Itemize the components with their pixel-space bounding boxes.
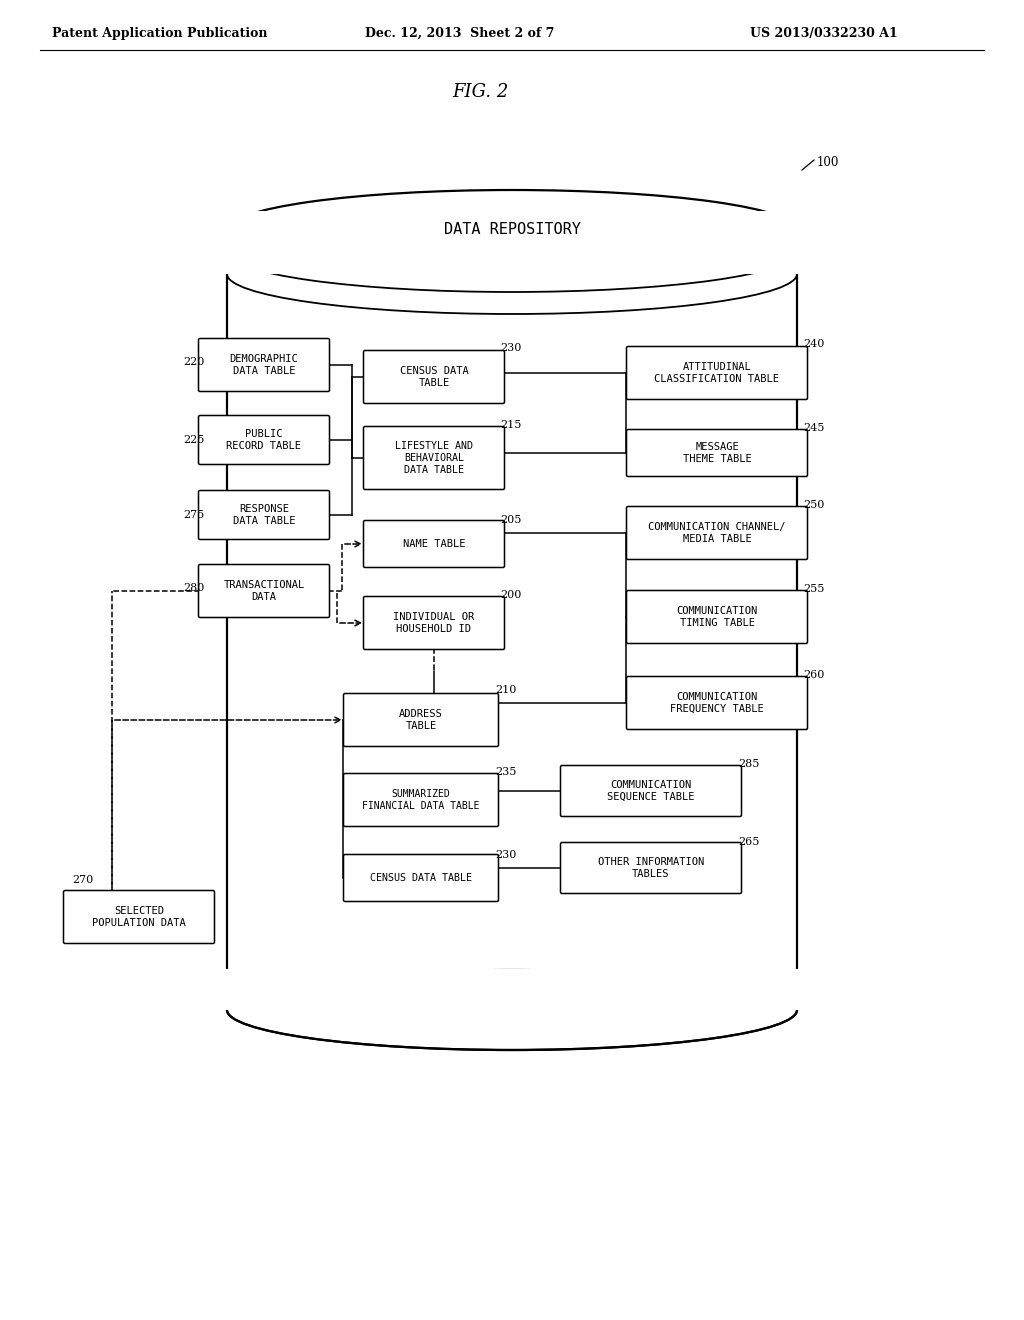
Text: DEMOGRAPHIC
DATA TABLE: DEMOGRAPHIC DATA TABLE bbox=[229, 354, 298, 376]
FancyBboxPatch shape bbox=[364, 597, 505, 649]
Text: Dec. 12, 2013  Sheet 2 of 7: Dec. 12, 2013 Sheet 2 of 7 bbox=[365, 26, 554, 40]
Text: COMMUNICATION
FREQUENCY TABLE: COMMUNICATION FREQUENCY TABLE bbox=[670, 692, 764, 714]
FancyBboxPatch shape bbox=[199, 565, 330, 618]
Text: SUMMARIZED
FINANCIAL DATA TABLE: SUMMARIZED FINANCIAL DATA TABLE bbox=[362, 789, 480, 810]
Text: 200: 200 bbox=[500, 590, 521, 601]
Text: COMMUNICATION CHANNEL/
MEDIA TABLE: COMMUNICATION CHANNEL/ MEDIA TABLE bbox=[648, 523, 785, 544]
Text: ATTITUDINAL
CLASSIFICATION TABLE: ATTITUDINAL CLASSIFICATION TABLE bbox=[654, 362, 779, 384]
Text: 260: 260 bbox=[803, 671, 824, 680]
FancyBboxPatch shape bbox=[343, 854, 499, 902]
Text: 205: 205 bbox=[500, 515, 521, 525]
Text: COMMUNICATION
SEQUENCE TABLE: COMMUNICATION SEQUENCE TABLE bbox=[607, 780, 694, 801]
Text: ADDRESS
TABLE: ADDRESS TABLE bbox=[399, 709, 442, 731]
FancyBboxPatch shape bbox=[627, 346, 808, 400]
Text: CENSUS DATA TABLE: CENSUS DATA TABLE bbox=[370, 873, 472, 883]
Text: INDIVIDUAL OR
HOUSEHOLD ID: INDIVIDUAL OR HOUSEHOLD ID bbox=[393, 612, 475, 634]
Text: 280: 280 bbox=[183, 583, 205, 593]
FancyBboxPatch shape bbox=[343, 774, 499, 826]
FancyBboxPatch shape bbox=[627, 590, 808, 644]
Bar bbox=[225, 211, 799, 252]
Text: RESPONSE
DATA TABLE: RESPONSE DATA TABLE bbox=[232, 504, 295, 525]
FancyBboxPatch shape bbox=[560, 766, 741, 817]
FancyBboxPatch shape bbox=[627, 676, 808, 730]
FancyBboxPatch shape bbox=[364, 351, 505, 404]
Text: 230: 230 bbox=[500, 343, 521, 352]
Text: 100: 100 bbox=[817, 156, 840, 169]
Text: 235: 235 bbox=[495, 767, 516, 777]
FancyBboxPatch shape bbox=[343, 693, 499, 747]
Text: 250: 250 bbox=[803, 500, 824, 510]
Text: 215: 215 bbox=[500, 420, 521, 430]
Text: 265: 265 bbox=[738, 837, 760, 847]
Text: SELECTED
POPULATION DATA: SELECTED POPULATION DATA bbox=[92, 907, 186, 928]
Text: MESSAGE
THEME TABLE: MESSAGE THEME TABLE bbox=[683, 442, 752, 463]
Text: DATA REPOSITORY: DATA REPOSITORY bbox=[443, 223, 581, 238]
Text: LIFESTYLE AND
BEHAVIORAL
DATA TABLE: LIFESTYLE AND BEHAVIORAL DATA TABLE bbox=[395, 441, 473, 475]
FancyBboxPatch shape bbox=[627, 429, 808, 477]
Text: 230: 230 bbox=[495, 850, 516, 861]
Text: US 2013/0332230 A1: US 2013/0332230 A1 bbox=[750, 26, 898, 40]
Bar bbox=[225, 234, 799, 275]
FancyBboxPatch shape bbox=[199, 491, 330, 540]
Ellipse shape bbox=[227, 190, 797, 271]
Text: PUBLIC
RECORD TABLE: PUBLIC RECORD TABLE bbox=[226, 429, 301, 451]
Text: 275: 275 bbox=[183, 510, 204, 520]
FancyBboxPatch shape bbox=[560, 842, 741, 894]
Ellipse shape bbox=[227, 970, 797, 1049]
FancyBboxPatch shape bbox=[364, 520, 505, 568]
Text: 270: 270 bbox=[72, 875, 93, 884]
Bar bbox=[225, 969, 799, 1010]
Text: 210: 210 bbox=[495, 685, 516, 696]
Text: 255: 255 bbox=[803, 583, 824, 594]
Text: NAME TABLE: NAME TABLE bbox=[402, 539, 465, 549]
Text: Patent Application Publication: Patent Application Publication bbox=[52, 26, 267, 40]
Text: 240: 240 bbox=[803, 339, 824, 348]
Text: TRANSACTIONAL
DATA: TRANSACTIONAL DATA bbox=[223, 581, 304, 602]
Text: COMMUNICATION
TIMING TABLE: COMMUNICATION TIMING TABLE bbox=[677, 606, 758, 628]
Text: 220: 220 bbox=[183, 356, 205, 367]
FancyBboxPatch shape bbox=[199, 338, 330, 392]
Text: FIG. 2: FIG. 2 bbox=[452, 83, 508, 102]
Text: CENSUS DATA
TABLE: CENSUS DATA TABLE bbox=[399, 366, 468, 388]
Text: 225: 225 bbox=[183, 436, 205, 445]
FancyBboxPatch shape bbox=[63, 891, 214, 944]
FancyBboxPatch shape bbox=[364, 426, 505, 490]
FancyBboxPatch shape bbox=[199, 416, 330, 465]
Text: OTHER INFORMATION
TABLES: OTHER INFORMATION TABLES bbox=[598, 857, 705, 879]
Text: 245: 245 bbox=[803, 422, 824, 433]
FancyBboxPatch shape bbox=[627, 507, 808, 560]
Text: 285: 285 bbox=[738, 759, 760, 770]
